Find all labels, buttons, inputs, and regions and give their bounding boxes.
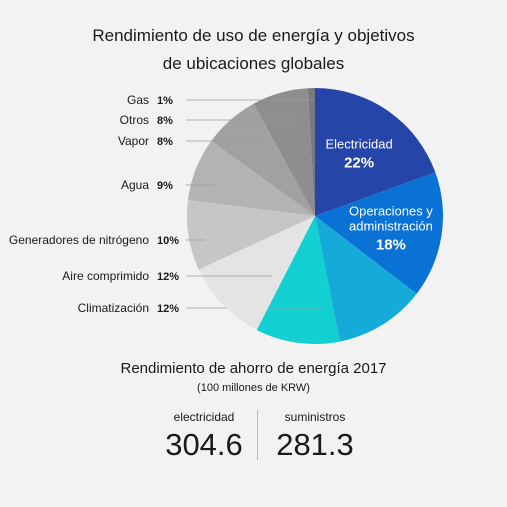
savings-subtitle: (100 millones de KRW) (197, 382, 310, 394)
slice-label-operaciones-y-administracion-line-1: Operaciones y (349, 204, 433, 219)
slice-label-vapor: Vapor (118, 134, 149, 148)
slice-value-generadores-de-nitrogeno: 10% (157, 235, 179, 247)
slice-value-agua: 9% (157, 180, 173, 192)
metric-electricity-label: electricidad (173, 410, 235, 424)
slice-value-aire-comprimido: 12% (157, 271, 179, 283)
slice-label-agua: Agua (121, 178, 149, 192)
slice-label-operaciones-y-administracion-line-2: administración (349, 219, 433, 234)
metric-supplies-value: 281.3 (276, 427, 354, 462)
pie-slice-electricidad (315, 88, 436, 216)
pie-slice-climatizacion (256, 216, 340, 344)
slice-value-operaciones-y-administracion: 18% (376, 237, 406, 254)
chart-title-line-2: de ubicaciones globales (162, 54, 345, 73)
pie-slice-vapor (211, 103, 315, 216)
pie-slice-gas (307, 88, 315, 216)
slice-label-gas: Gas (127, 93, 149, 107)
slice-label-electricidad: Electricidad (325, 137, 392, 152)
chart-title: Rendimiento de uso de energía y objetivo… (0, 22, 507, 78)
metric-divider (257, 410, 258, 460)
slice-label-climatizacion: Climatización (78, 301, 149, 315)
pie-slice-aire-comprimido (198, 216, 315, 330)
metric-electricity: electricidad 304.6 (149, 410, 259, 463)
slice-value-gas: 1% (157, 95, 173, 107)
chart-title-line-1: Rendimiento de uso de energía y objetivo… (92, 26, 415, 45)
slice-value-climatizacion: 12% (157, 303, 179, 315)
slice-value-electricidad: 22% (344, 155, 374, 172)
metric-supplies: suministros 281.3 (260, 410, 370, 463)
slice-label-otros: Otros (120, 113, 149, 127)
slice-label-generadores-de-nitrogeno: Generadores de nitrógeno (9, 233, 149, 247)
slice-value-otros: 8% (157, 115, 173, 127)
slice-label-aire-comprimido: Aire comprimido (62, 269, 149, 283)
savings-title: Rendimiento de ahorro de energía 2017 (120, 360, 387, 377)
metric-supplies-label: suministros (284, 410, 346, 424)
slice-value-vapor: 8% (157, 136, 173, 148)
pie-slice-slice-2 (315, 216, 417, 342)
metric-electricity-value: 304.6 (165, 427, 243, 462)
pie-slice-generadores-de-nitrogeno (186, 200, 315, 270)
pie-slice-operaciones-y-administracion (315, 172, 443, 294)
energy-pie-chart: Electricidad 22% Operaciones yadministraci… (9, 88, 443, 344)
pie-slice-agua (188, 141, 315, 216)
